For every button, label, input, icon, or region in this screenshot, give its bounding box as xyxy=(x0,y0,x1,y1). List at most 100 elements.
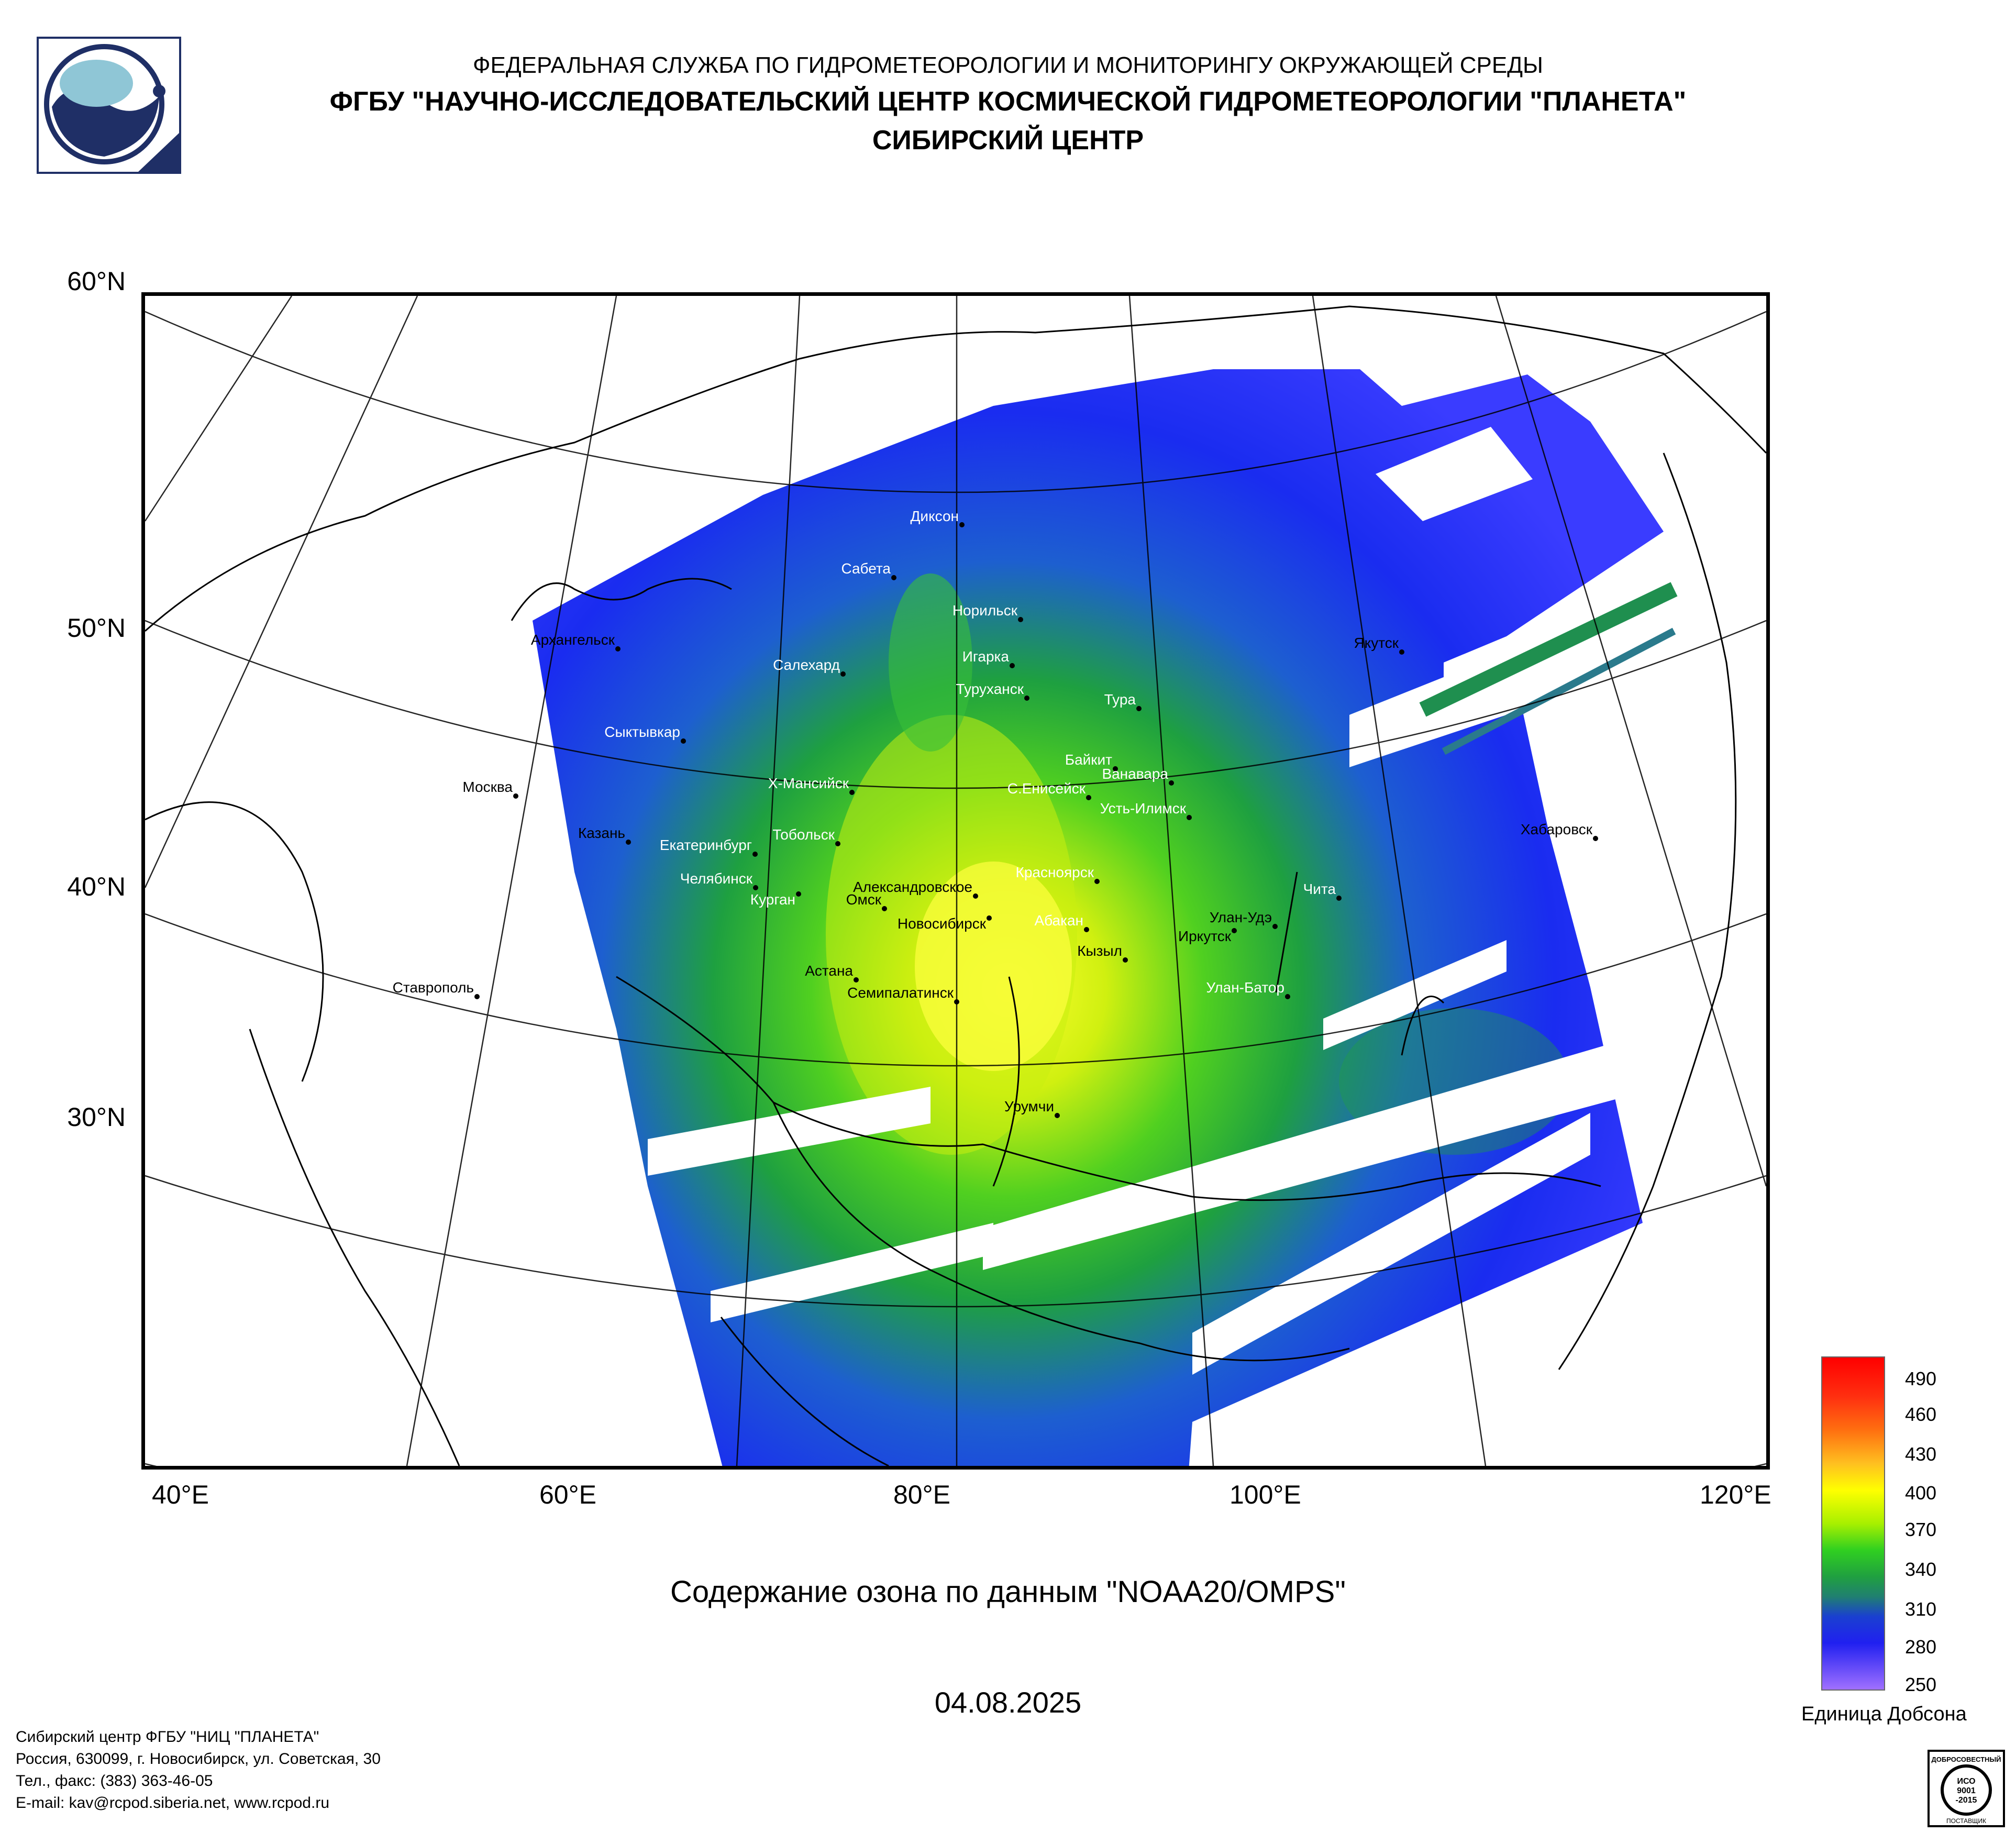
header-institute: ФГБУ "НАУЧНО-ИССЛЕДОВАТЕЛЬСКИЙ ЦЕНТР КОС… xyxy=(329,86,1687,117)
city-khanty-mansiysk: Х-Мансийск xyxy=(768,775,855,795)
lon-label-40: 40°E xyxy=(152,1480,209,1509)
legend-tick-430: 430 xyxy=(1905,1443,1937,1465)
svg-text:ПОСТАВЩИК: ПОСТАВЩИК xyxy=(1946,1817,1986,1825)
legend-tick-460: 460 xyxy=(1905,1404,1937,1425)
lat-label-40: 40°N xyxy=(67,872,126,901)
orbit-swath-right-2 xyxy=(1419,582,1678,717)
city-vanavara: Ванавара xyxy=(1102,766,1174,786)
city-kyzyl: Кызыл xyxy=(1077,943,1128,963)
legend-tick-370: 370 xyxy=(1905,1519,1937,1540)
city-semipalatinsk: Семипалатинск xyxy=(847,985,959,1004)
city-tura: Тура xyxy=(1104,691,1142,711)
city-omsk: Омск xyxy=(846,891,887,911)
orbit-swath-right xyxy=(1442,627,1676,755)
city-chelyabinsk: Челябинск xyxy=(680,870,758,890)
lon-label-80: 80°E xyxy=(893,1480,950,1509)
city-khabarovsk: Хабаровск xyxy=(1521,821,1598,841)
city-irkutsk: Иркутск xyxy=(1178,928,1237,944)
svg-text:Омск: Омск xyxy=(846,891,882,908)
city-astana: Астана xyxy=(805,963,859,982)
svg-text:Байкит: Байкит xyxy=(1065,752,1112,768)
city-kurgan: Курган xyxy=(750,891,801,908)
svg-text:Чита: Чита xyxy=(1303,881,1336,897)
lat-label-30: 30°N xyxy=(67,1102,126,1132)
svg-text:Хабаровск: Хабаровск xyxy=(1521,821,1593,837)
ozone-field xyxy=(533,369,1664,1466)
svg-text:Усть-Илимск: Усть-Илимск xyxy=(1100,800,1187,816)
legend-unit-label: Единица Добсона xyxy=(1801,1703,1967,1725)
svg-text:Кызыл: Кызыл xyxy=(1077,943,1122,959)
city-novosibirsk: Новосибирск xyxy=(898,915,992,932)
city-baikit: Байкит xyxy=(1065,752,1118,771)
svg-text:ДОБРОСОВЕСТНЫЙ: ДОБРОСОВЕСТНЫЙ xyxy=(1931,1755,2001,1763)
city-turukhansk: Туруханск xyxy=(956,681,1029,701)
header-center: СИБИРСКИЙ ЦЕНТР xyxy=(872,125,1144,156)
legend-tick-310: 310 xyxy=(1905,1598,1937,1620)
svg-text:Александровское: Александровское xyxy=(853,879,972,895)
city-yakutsk: Якутск xyxy=(1354,635,1404,655)
svg-text:Абакан: Абакан xyxy=(1034,912,1083,929)
map-title: Содержание озона по данным "NOAA20/OMPS" xyxy=(670,1575,1346,1609)
city-ulan-ude: Улан-Удэ xyxy=(1210,909,1278,929)
footer-address: Россия, 630099, г. Новосибирск, ул. Сове… xyxy=(16,1750,381,1768)
city-severo-yeniseysk: С.Енисейск xyxy=(1007,780,1091,800)
city-tobolsk: Тобольск xyxy=(772,826,840,846)
city-krasnoyarsk: Красноярск xyxy=(1016,864,1100,884)
svg-text:Ванавара: Ванавара xyxy=(1102,766,1168,782)
lon-label-100: 100°E xyxy=(1229,1480,1301,1509)
svg-text:Норильск: Норильск xyxy=(952,602,1018,619)
svg-text:Курган: Курган xyxy=(750,891,795,908)
svg-text:Казань: Казань xyxy=(578,825,625,841)
city-urumqi: Урумчи xyxy=(1004,1098,1060,1118)
lon-label-120: 120°E xyxy=(1700,1480,1771,1509)
svg-text:Екатеринбург: Екатеринбург xyxy=(660,837,752,853)
footer-email: E-mail: kav@rcpod.siberia.net, www.rcpod… xyxy=(16,1794,330,1812)
svg-text:Семипалатинск: Семипалатинск xyxy=(847,985,954,1001)
lon-label-60: 60°E xyxy=(539,1480,596,1509)
city-arkhangelsk: Архангельск xyxy=(531,632,621,652)
ozone-map: Диксон Сабета Норильск Игарка Салехард А… xyxy=(141,292,1770,1470)
legend-tick-490: 490 xyxy=(1905,1368,1937,1389)
color-legend-bar xyxy=(1821,1356,1885,1691)
svg-text:Салехард: Салехард xyxy=(773,657,840,673)
city-yekaterinburg: Екатеринбург xyxy=(660,837,758,857)
planeta-logo xyxy=(37,37,181,174)
city-salekhard: Салехард xyxy=(773,657,846,677)
city-ust-ilimsk: Усть-Илимск xyxy=(1100,800,1192,820)
svg-text:Туруханск: Туруханск xyxy=(956,681,1024,697)
svg-text:Улан-Батор: Улан-Батор xyxy=(1206,979,1284,996)
city-syktyvkar: Сыктывкар xyxy=(604,724,686,744)
city-markers: Диксон Сабета Норильск Игарка Салехард А… xyxy=(393,508,1598,1118)
legend-tick-340: 340 xyxy=(1905,1559,1937,1580)
city-aleksandrovskoye: Александровское xyxy=(853,879,978,899)
city-norilsk: Норильск xyxy=(952,602,1023,622)
coastlines-borders xyxy=(145,305,1766,1466)
footer-contacts: Сибирский центр ФГБУ "НИЦ "ПЛАНЕТА" Росс… xyxy=(16,1726,381,1814)
lat-label-50: 50°N xyxy=(67,613,126,643)
svg-text:Челябинск: Челябинск xyxy=(680,870,753,887)
city-sabeta: Сабета xyxy=(841,560,896,580)
city-dikson: Диксон xyxy=(910,508,965,527)
map-date: 04.08.2025 xyxy=(934,1686,1082,1719)
svg-text:Новосибирск: Новосибирск xyxy=(898,915,987,932)
svg-text:Сыктывкар: Сыктывкар xyxy=(604,724,680,740)
legend-tick-400: 400 xyxy=(1905,1482,1937,1504)
svg-text:Игарка: Игарка xyxy=(962,648,1010,665)
city-igarka: Игарка xyxy=(962,648,1015,668)
lat-label-60: 60°N xyxy=(67,267,126,296)
svg-text:Астана: Астана xyxy=(805,963,853,979)
city-stavropol: Ставрополь xyxy=(393,979,480,999)
svg-text:С.Енисейск: С.Енисейск xyxy=(1007,780,1086,797)
svg-text:Якутск: Якутск xyxy=(1354,635,1399,651)
svg-text:Диксон: Диксон xyxy=(910,508,959,524)
city-ulan-bator: Улан-Батор xyxy=(1206,979,1290,999)
iso-certification-badge: ДОБРОСОВЕСТНЫЙ ИСО 9001 -2015 ПОСТАВЩИК xyxy=(1927,1749,2006,1828)
svg-text:Х-Мансийск: Х-Мансийск xyxy=(768,775,849,791)
footer-org: Сибирский центр ФГБУ "НИЦ "ПЛАНЕТА" xyxy=(16,1728,319,1746)
city-kazan: Казань xyxy=(578,825,631,845)
svg-text:Архангельск: Архангельск xyxy=(531,632,615,648)
city-abakan: Абакан xyxy=(1034,912,1089,932)
svg-text:Тура: Тура xyxy=(1104,691,1136,708)
svg-text:Москва: Москва xyxy=(462,779,513,795)
svg-text:ИСО: ИСО xyxy=(1957,1777,1975,1786)
